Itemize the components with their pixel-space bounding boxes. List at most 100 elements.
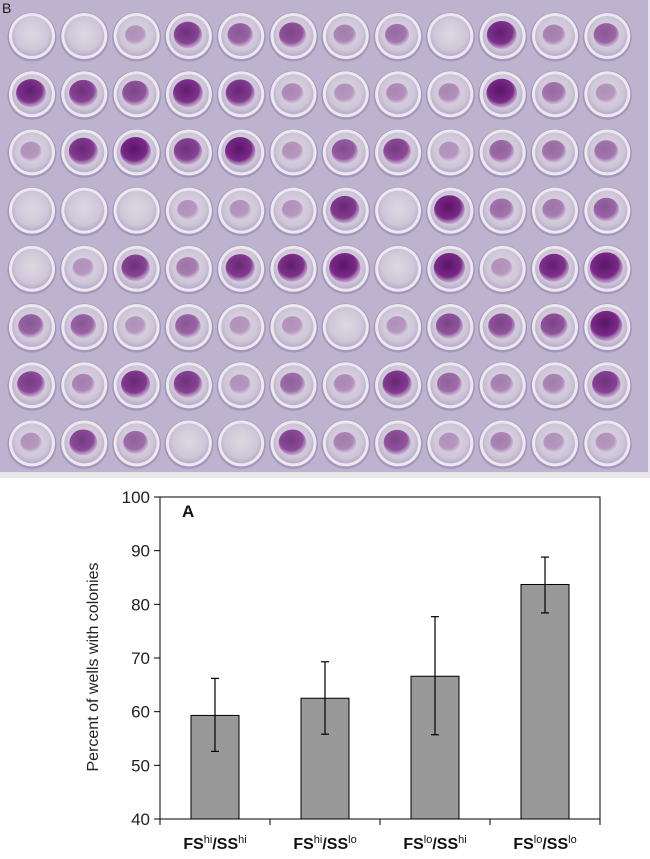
x-tick-label-superscript: lo (424, 834, 433, 846)
well (164, 70, 214, 120)
well (321, 128, 371, 178)
well (425, 12, 475, 62)
well (478, 303, 528, 353)
well (582, 128, 632, 178)
well (112, 128, 162, 178)
colony-stain (177, 199, 199, 220)
well (269, 12, 318, 62)
well (164, 419, 214, 469)
colony-stain (225, 79, 255, 107)
colony-stain (18, 314, 44, 338)
colony-stain (281, 141, 304, 162)
x-tick-label-part: FS (403, 836, 424, 853)
colony-stain (123, 430, 149, 454)
well (530, 70, 580, 120)
well (582, 70, 632, 120)
colony-stain (69, 79, 98, 107)
colony-stain (542, 373, 566, 395)
colony-stain (281, 83, 304, 104)
colony-stain (595, 83, 617, 103)
colony-stain (277, 253, 308, 282)
well (321, 419, 371, 469)
x-tick-label-superscript: hi (238, 834, 247, 846)
well (321, 12, 371, 62)
x-tick-label-part: /SS (432, 836, 458, 853)
colony-stain (278, 429, 307, 456)
colony-stain (489, 198, 514, 221)
x-tick-label-superscript: lo (534, 834, 543, 846)
well (582, 12, 632, 62)
x-tick-label-superscript: lo (568, 834, 577, 846)
well (216, 361, 266, 411)
colony-stain (329, 253, 361, 283)
well (269, 245, 318, 295)
well (112, 419, 162, 469)
well (425, 419, 475, 469)
well-floor (12, 16, 52, 56)
colony-stain (121, 254, 150, 282)
well-floor (430, 16, 471, 56)
well (59, 303, 109, 353)
colony-stain (435, 313, 463, 339)
colony-stain (539, 253, 569, 282)
well (7, 70, 57, 120)
colony-stain (17, 371, 45, 398)
well (478, 187, 528, 237)
colony-stain (593, 197, 620, 222)
colony-stain (542, 198, 566, 221)
x-tick-label-superscript: hi (314, 834, 323, 846)
well (373, 361, 423, 411)
colony-stain (540, 313, 568, 339)
error-bar (211, 677, 219, 752)
y-axis-label: Percent of wells with colonies (85, 563, 102, 772)
well (478, 419, 528, 469)
well (373, 245, 423, 295)
well (112, 70, 162, 120)
colony-stain (229, 199, 251, 220)
well (582, 187, 632, 237)
well (373, 70, 423, 120)
well (112, 303, 162, 353)
x-tick-label-superscript: lo (348, 834, 357, 846)
colony-stain (280, 372, 305, 396)
x-tick-label-part: FS (513, 836, 534, 853)
y-tick-label: 50 (131, 756, 150, 775)
well (478, 245, 528, 295)
colony-stain (434, 195, 465, 225)
well-floor (64, 190, 105, 231)
well-floor (12, 190, 52, 231)
x-tick-label: FShi/SShi (183, 834, 246, 853)
well (164, 12, 214, 62)
well (373, 128, 423, 178)
colony-stain (16, 79, 46, 108)
well (216, 187, 266, 237)
x-tick-label: FSlo/SShi (403, 834, 466, 853)
x-tick-label-part: FS (293, 836, 314, 853)
colony-stain (438, 432, 461, 453)
colony-stain (490, 373, 514, 395)
x-tick-label-part: FS (183, 836, 204, 853)
well (582, 419, 632, 469)
bar-chart: Percent of wells with colonies A 40 50 60 7… (85, 488, 601, 853)
colony-stain (69, 429, 98, 456)
colony-stain (120, 137, 151, 166)
colony-stain (333, 431, 357, 453)
colony-stain (175, 314, 201, 338)
colony-stain (333, 374, 356, 395)
well (478, 361, 528, 411)
colony-stain (227, 23, 253, 47)
well (321, 245, 371, 295)
well (530, 361, 580, 411)
colony-stain (541, 82, 567, 105)
well (216, 245, 266, 295)
x-tick-label-part: /SS (322, 836, 348, 853)
well (59, 70, 109, 120)
colony-stain (72, 258, 94, 278)
colony-stain (595, 432, 617, 453)
well (269, 361, 318, 411)
colony-stain (438, 141, 461, 162)
well (216, 128, 266, 178)
well (321, 187, 371, 237)
colony-stain (486, 20, 517, 50)
colony-stain (330, 195, 360, 224)
